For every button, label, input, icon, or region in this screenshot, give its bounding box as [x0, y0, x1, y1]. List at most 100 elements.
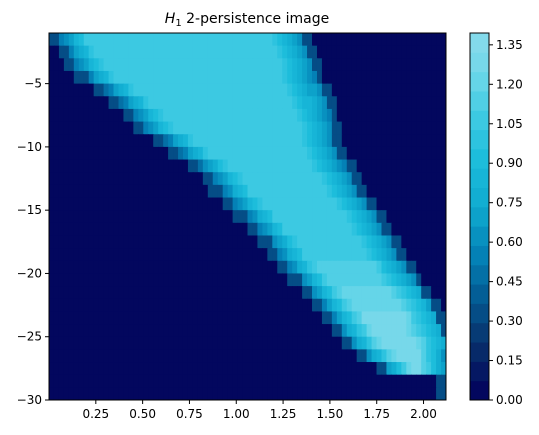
heatmap-cell [227, 286, 234, 300]
heatmap-cell [83, 286, 90, 300]
heatmap-cell [257, 324, 263, 338]
heatmap-cell [361, 222, 368, 237]
heatmap-cell [103, 108, 110, 123]
heatmap-cell [58, 121, 65, 135]
heatmap-cell [366, 260, 373, 275]
heatmap-cell [202, 324, 209, 338]
heatmap-cell [381, 146, 388, 161]
heatmap-cell [341, 235, 348, 249]
heatmap-cell [376, 273, 383, 287]
heatmap-cell [361, 146, 368, 161]
heatmap-cell [242, 298, 249, 313]
heatmap-cell [361, 324, 368, 338]
heatmap-cell [178, 33, 184, 47]
heatmap-cell [58, 349, 65, 363]
heatmap-cell [78, 134, 85, 148]
heatmap-cell [232, 235, 239, 249]
heatmap-cell [197, 210, 204, 224]
heatmap-cell [232, 96, 239, 110]
heatmap-cell [376, 235, 383, 249]
heatmap-cell [307, 286, 313, 300]
heatmap-cell [436, 172, 442, 186]
heatmap-cell [128, 33, 134, 47]
heatmap-cell [336, 222, 343, 237]
heatmap-cell [426, 83, 432, 97]
heatmap-cell [212, 83, 219, 97]
heatmap-cell [341, 286, 348, 300]
heatmap-cell [252, 210, 259, 224]
heatmap-cell [262, 362, 268, 376]
heatmap-cell [217, 96, 224, 110]
heatmap-cell [178, 184, 184, 199]
heatmap-cell [376, 210, 383, 224]
heatmap-cell [168, 58, 174, 72]
heatmap-cell [58, 83, 65, 97]
heatmap-cell [182, 298, 189, 313]
heatmap-cell [103, 58, 110, 72]
heatmap-cell [153, 222, 159, 237]
heatmap-cell [341, 248, 348, 262]
heatmap-cell [73, 374, 80, 388]
heatmap-cell [118, 273, 125, 287]
heatmap-cell [287, 108, 293, 123]
heatmap-cell [128, 374, 134, 388]
heatmap-cell [431, 260, 437, 275]
heatmap-cell [227, 374, 234, 388]
heatmap-cell [321, 260, 328, 275]
heatmap-cell [158, 121, 164, 135]
heatmap-cell [331, 172, 338, 186]
heatmap-cell [401, 349, 407, 363]
heatmap-cell [297, 235, 303, 249]
heatmap-cell [292, 58, 298, 72]
heatmap-cell [232, 121, 239, 135]
heatmap-cell [138, 172, 144, 186]
heatmap-cell [232, 33, 239, 47]
heatmap-cell [262, 45, 268, 59]
heatmap-cell [153, 33, 159, 47]
heatmap-cell [114, 400, 120, 413]
heatmap-cell [312, 197, 318, 211]
heatmap-cell [88, 349, 95, 363]
heatmap-cell [431, 197, 437, 211]
heatmap-cell [217, 222, 224, 237]
heatmap-cell [272, 134, 278, 148]
heatmap-cell [197, 197, 204, 211]
heatmap-cell [173, 210, 179, 224]
heatmap-cell [426, 362, 432, 376]
heatmap-cell [242, 311, 249, 325]
heatmap-cell [103, 146, 110, 161]
heatmap-cell [168, 362, 174, 376]
heatmap-cell [371, 374, 378, 388]
heatmap-cell [356, 83, 363, 97]
heatmap-cell [411, 336, 417, 350]
heatmap-cell [277, 286, 283, 300]
heatmap-cell [302, 172, 308, 186]
heatmap-cell [163, 184, 169, 199]
heatmap-cell [297, 96, 303, 110]
heatmap-cell [312, 146, 318, 161]
heatmap-cell [331, 96, 338, 110]
heatmap-cell [98, 311, 105, 325]
heatmap-cell [68, 298, 75, 313]
heatmap-cell [168, 210, 174, 224]
heatmap-cell [182, 248, 189, 262]
heatmap-cell [272, 159, 278, 173]
heatmap-cell [153, 108, 159, 123]
heatmap-cell [237, 58, 244, 72]
heatmap-cell [282, 387, 288, 400]
heatmap-cell [361, 96, 368, 110]
heatmap-cell [73, 96, 80, 110]
heatmap-cell [411, 260, 417, 275]
heatmap-cell [282, 96, 288, 110]
heatmap-cell [207, 235, 214, 249]
heatmap-cell [187, 159, 194, 173]
heatmap-cell [386, 96, 393, 110]
heatmap-cell [401, 400, 407, 413]
heatmap-cell [312, 349, 318, 363]
heatmap-cell [128, 298, 134, 313]
heatmap-cell [401, 362, 407, 376]
heatmap-cell [153, 248, 159, 262]
heatmap-cell [431, 235, 437, 249]
heatmap-cell [222, 387, 229, 400]
heatmap-cell [326, 108, 333, 123]
